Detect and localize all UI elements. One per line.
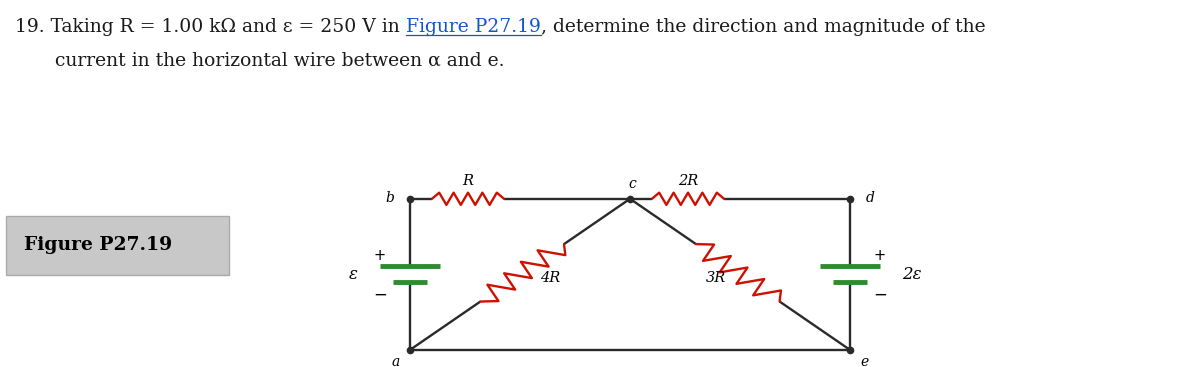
Text: 2R: 2R	[678, 174, 698, 188]
Text: −: −	[373, 286, 386, 304]
Text: R: R	[462, 174, 474, 188]
Text: −: −	[874, 286, 887, 304]
Text: , determine the direction and magnitude of the: , determine the direction and magnitude …	[541, 18, 985, 36]
FancyBboxPatch shape	[6, 216, 229, 275]
Text: b: b	[385, 190, 394, 204]
Text: 2ε: 2ε	[902, 266, 922, 283]
Text: d: d	[866, 190, 875, 204]
Text: Figure P27.19: Figure P27.19	[406, 18, 541, 36]
Text: c: c	[628, 177, 636, 191]
Text: 19. Taking R = 1.00 kΩ and ε = 250 V in: 19. Taking R = 1.00 kΩ and ε = 250 V in	[14, 18, 406, 36]
Text: 3R: 3R	[706, 271, 726, 285]
Text: 4R: 4R	[540, 271, 560, 285]
Text: e: e	[860, 355, 869, 367]
Text: current in the horizontal wire between α and e.: current in the horizontal wire between α…	[55, 52, 504, 70]
Text: +: +	[374, 248, 386, 263]
Text: +: +	[874, 248, 886, 263]
Text: ε: ε	[349, 266, 358, 283]
Text: a: a	[391, 355, 400, 367]
Text: Figure P27.19: Figure P27.19	[24, 236, 172, 254]
